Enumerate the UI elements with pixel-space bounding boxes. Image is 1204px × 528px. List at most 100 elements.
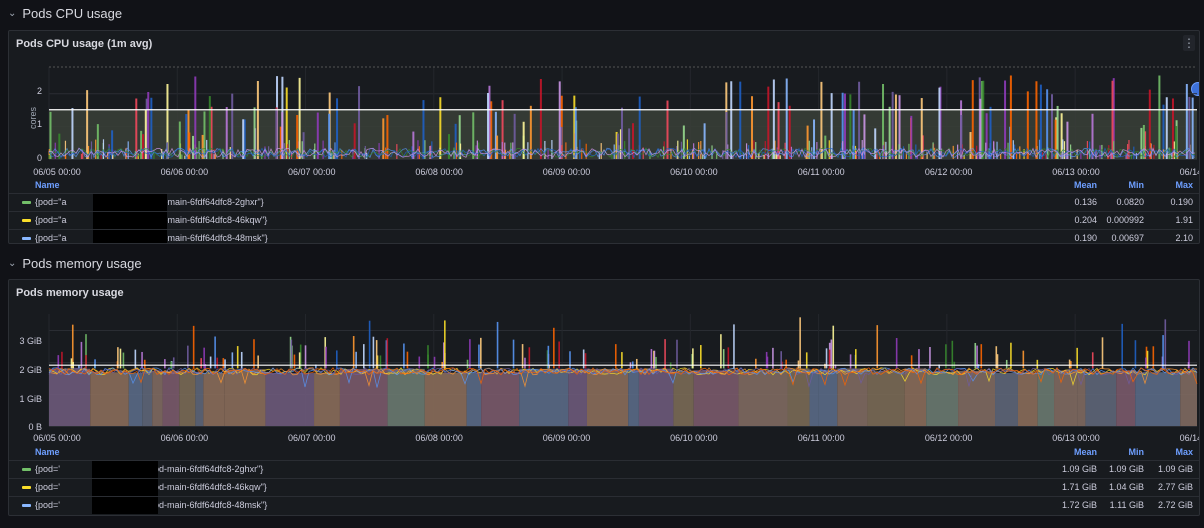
panel-title: Pods memory usage — [16, 287, 124, 299]
cpu-series-line — [48, 147, 1196, 159]
y-tick: 2 GiB — [19, 365, 42, 375]
x-tick: 06/14 00:00 — [1180, 433, 1200, 443]
x-tick: 06/14 00:00 — [1180, 167, 1200, 177]
legend-header-min[interactable]: Min — [1128, 447, 1145, 457]
memory-area-band — [387, 368, 425, 426]
x-tick: 06/10 00:00 — [670, 167, 718, 177]
x-tick: 06/06 00:00 — [161, 167, 209, 177]
legend-header-mean[interactable]: Mean — [1073, 180, 1097, 190]
legend-mean: 0.136 — [1074, 197, 1097, 207]
x-tick: 06/05 00:00 — [33, 167, 81, 177]
legend-row[interactable]: {pod="a -prod-main-6fdf64dfc8-48msk"} 0.1… — [9, 229, 1199, 243]
legend-row[interactable]: {pod="a -prod-main-6fdf64dfc8-46kqw"} 0.2… — [9, 211, 1199, 229]
memory-chart[interactable]: 0 B 1 GiB 2 GiB 3 GiB 06/05 00:00 06/06 0… — [9, 304, 1200, 472]
x-tick: 06/08 00:00 — [415, 433, 463, 443]
legend-series-name: {pod="a -prod-main-6fdf64dfc8-2ghxr"} — [35, 197, 264, 207]
y-tick: 1 — [37, 119, 42, 129]
x-tick: 06/09 00:00 — [543, 433, 591, 443]
memory-area-band — [424, 372, 467, 426]
memory-series-line — [48, 366, 1198, 387]
memory-panel: Pods memory usage 0 B 1 GiB 2 GiB 3 GiB … — [8, 279, 1200, 516]
legend-min: 1.04 GiB — [1108, 482, 1144, 492]
x-tick: 06/13 00:00 — [1052, 167, 1100, 177]
legend-header-max[interactable]: Max — [1175, 447, 1193, 457]
legend-mean: 1.71 GiB — [1061, 482, 1097, 492]
memory-area-band — [568, 369, 587, 426]
memory-area-band — [809, 369, 819, 426]
memory-area-band — [1180, 371, 1197, 426]
legend-row[interactable]: {pod=' e-prod-main-6fdf64dfc8-46kqw"} 1.7… — [9, 478, 1199, 496]
legend-min: 0.00697 — [1111, 233, 1144, 243]
cpu-chart[interactable]: cores 0 1 2 06/05 00:00 06/06 00:00 06/07 … — [9, 53, 1200, 203]
legend-header: Name Mean Min Max — [9, 446, 1199, 460]
x-tick: 06/12 00:00 — [925, 167, 973, 177]
memory-area-band — [481, 372, 520, 426]
x-tick: 06/05 00:00 — [33, 433, 81, 443]
row-header-cpu[interactable]: ⌄ Pods CPU usage — [8, 2, 122, 24]
memory-area-band — [673, 371, 694, 426]
legend-series-name: {pod="a -prod-main-6fdf64dfc8-46kqw"} — [35, 215, 268, 225]
x-tick: 06/13 00:00 — [1052, 433, 1100, 443]
memory-area-band — [628, 369, 639, 426]
x-tick: 06/10 00:00 — [670, 433, 718, 443]
annotation-marker-icon[interactable] — [1191, 82, 1199, 96]
legend-min: 0.0820 — [1116, 197, 1144, 207]
memory-area-band — [1037, 370, 1055, 426]
series-color-swatch — [22, 468, 31, 471]
memory-area-band — [1116, 370, 1136, 426]
memory-area-band — [586, 368, 629, 426]
series-color-swatch — [22, 201, 31, 204]
memory-legend: Name Mean Min Max {pod=' e-prod-main-6fdf… — [9, 446, 1199, 514]
redaction-box — [92, 479, 158, 496]
cpu-legend: Name Mean Min Max {pod="a -prod-main-6fdf… — [9, 179, 1199, 243]
x-tick: 06/08 00:00 — [415, 167, 463, 177]
legend-row[interactable]: {pod=' e-prod-main-6fdf64dfc8-2ghxr"} 1.0… — [9, 460, 1199, 478]
memory-area-band — [152, 371, 163, 426]
memory-area-band — [195, 371, 204, 426]
legend-row[interactable]: {pod="a -prod-main-6fdf64dfc8-2ghxr"} 0.1… — [9, 193, 1199, 211]
row-title: Pods memory usage — [22, 255, 142, 271]
x-tick: 06/07 00:00 — [288, 433, 336, 443]
cpu-panel: Pods CPU usage (1m avg) ⋮ cores 0 1 2 06… — [8, 30, 1200, 244]
memory-area-band — [162, 370, 180, 426]
legend-mean: 1.72 GiB — [1061, 500, 1097, 510]
memory-area-band — [1135, 372, 1181, 426]
legend-min: 0.000992 — [1106, 215, 1144, 225]
legend-header: Name Mean Min Max — [9, 179, 1199, 193]
memory-area-band — [128, 372, 143, 426]
series-color-swatch — [22, 504, 31, 507]
legend-max: 1.91 — [1175, 215, 1193, 225]
legend-header-min[interactable]: Min — [1128, 180, 1145, 190]
memory-area-band — [1077, 369, 1086, 426]
legend-header-name[interactable]: Name — [35, 447, 60, 457]
memory-area-band — [179, 371, 196, 426]
x-tick: 06/11 00:00 — [798, 167, 845, 177]
legend-header-name[interactable]: Name — [35, 180, 60, 190]
memory-area-band — [787, 368, 810, 426]
memory-area-band — [314, 372, 340, 426]
y-tick: 0 — [37, 153, 42, 163]
x-tick: 06/11 00:00 — [798, 433, 845, 443]
series-color-swatch — [22, 486, 31, 489]
row-header-memory[interactable]: ⌄ Pods memory usage — [8, 252, 142, 274]
legend-header-mean[interactable]: Mean — [1073, 447, 1097, 457]
redaction-box — [92, 497, 158, 514]
legend-header-max[interactable]: Max — [1175, 180, 1193, 190]
x-tick: 06/06 00:00 — [161, 433, 209, 443]
legend-max: 2.72 GiB — [1157, 500, 1193, 510]
memory-area-band — [818, 369, 838, 426]
y-tick: 3 GiB — [19, 336, 42, 346]
y-tick: 0 B — [28, 422, 42, 432]
legend-series-name: {pod=' e-prod-main-6fdf64dfc8-48msk"} — [35, 500, 268, 510]
legend-row[interactable]: {pod=' e-prod-main-6fdf64dfc8-48msk"} 1.7… — [9, 496, 1199, 514]
memory-area-band — [224, 369, 266, 426]
series-color-swatch — [22, 219, 31, 222]
legend-min: 1.11 GiB — [1109, 500, 1144, 510]
x-tick: 06/09 00:00 — [543, 167, 591, 177]
panel-menu-icon[interactable]: ⋮ — [1183, 35, 1195, 51]
y-tick: 2 — [37, 86, 42, 96]
memory-area-band — [49, 368, 91, 426]
memory-area-band — [1085, 372, 1117, 426]
memory-area-band — [837, 368, 868, 426]
chevron-down-icon: ⌄ — [8, 257, 17, 269]
